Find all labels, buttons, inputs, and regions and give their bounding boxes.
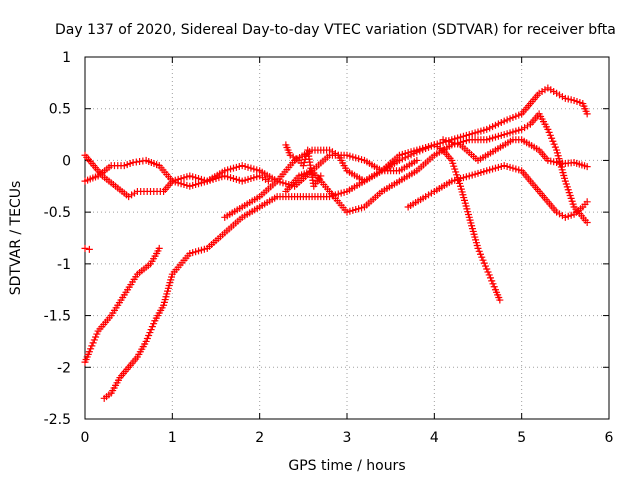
data-point-trail [475, 247, 483, 255]
data-point-trail [549, 137, 557, 145]
x-tick-label: 2 [255, 430, 264, 446]
y-axis-label: SDTVAR / TECUs [8, 181, 24, 296]
y-tick-label: -2.5 [44, 412, 71, 428]
data-point-trail [489, 280, 497, 288]
data-point-trail [488, 277, 496, 285]
chart-title: Day 137 of 2020, Sidereal Day-to-day VTE… [55, 22, 616, 38]
y-tick-label: 1 [62, 50, 71, 66]
x-tick-label: 5 [517, 430, 526, 446]
data-point [544, 125, 552, 133]
series-track-h [439, 136, 591, 171]
data-point [474, 244, 482, 252]
data-point-trail [148, 323, 156, 331]
data-point [264, 177, 272, 185]
x-tick-label: 4 [430, 430, 439, 446]
series-track-b [81, 151, 272, 201]
data-point [142, 337, 150, 345]
data-point [85, 348, 93, 356]
series-track-f [282, 110, 591, 226]
data-point [81, 244, 89, 252]
data-point [299, 162, 307, 170]
data-point-trail [87, 345, 95, 353]
data-point [155, 244, 163, 252]
data-point-trail [481, 262, 489, 270]
data-point-trail [485, 271, 493, 279]
series-track-e [221, 141, 504, 304]
data-point-trail [90, 336, 98, 344]
data-point-trail [478, 253, 486, 261]
data-point [583, 163, 591, 171]
data-point-trail [480, 259, 488, 267]
ticks-layer [84, 56, 610, 420]
x-tick-label: 6 [605, 430, 614, 446]
data-point-trail [476, 250, 484, 258]
points-layer [81, 84, 591, 402]
data-point-trail [545, 128, 553, 136]
y-tick-labels: -2.5 -2 -1.5 -1 -0.5 0 0.5 1 [44, 50, 71, 428]
data-point-trail [548, 134, 556, 142]
data-point-trail [484, 268, 492, 276]
data-point [413, 156, 421, 164]
series-track-c-start [81, 244, 93, 253]
data-point-trail [479, 256, 487, 264]
series-track-d [100, 84, 591, 402]
y-tick-label: -1 [57, 257, 71, 273]
data-point [583, 110, 591, 118]
x-axis-label: GPS time / hours [288, 458, 405, 474]
y-tick-label: 0 [62, 153, 71, 169]
data-point-trail [551, 143, 559, 151]
data-point-trail [145, 332, 153, 340]
x-tick-label: 0 [81, 430, 90, 446]
data-point [317, 172, 325, 180]
series-track-a [81, 151, 421, 190]
data-point-trail [89, 339, 97, 347]
series-track-c [81, 244, 163, 366]
y-tick-label: -1.5 [44, 309, 71, 325]
data-point-trail [146, 329, 154, 337]
x-tick-label: 1 [168, 430, 177, 446]
series-track-g [404, 162, 591, 221]
data-point-trail [143, 334, 151, 342]
y-tick-label: -2 [57, 360, 71, 376]
data-point [85, 245, 93, 253]
data-point [583, 198, 591, 206]
data-point-trail [546, 131, 554, 139]
x-tick-labels: 0 1 2 3 4 5 6 [81, 430, 614, 446]
data-point-trail [486, 274, 494, 282]
data-point [483, 265, 491, 273]
data-point-trail [93, 330, 101, 338]
x-tick-label: 3 [343, 430, 352, 446]
data-point-trail [150, 320, 158, 328]
grid-layer [85, 57, 609, 419]
data-point [583, 218, 591, 226]
data-point-trail [147, 326, 155, 334]
y-tick-label: -0.5 [44, 205, 71, 221]
data-point-trail [490, 283, 498, 291]
series-scatter-isolated [282, 141, 325, 190]
y-tick-label: 0.5 [49, 102, 71, 118]
data-point [496, 296, 504, 304]
data-point-trail [88, 342, 96, 350]
data-point-trail [92, 333, 100, 341]
data-point-trail [550, 140, 558, 148]
